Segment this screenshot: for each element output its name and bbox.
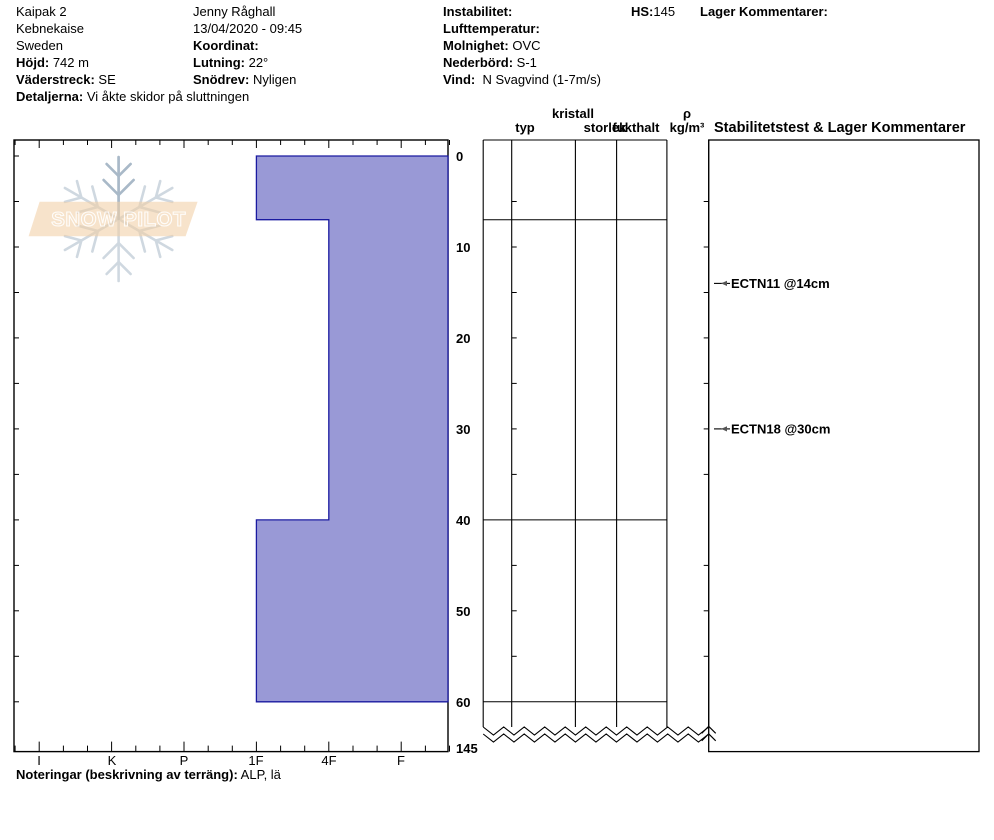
svg-text:P: P [180,753,189,768]
svg-text:30: 30 [456,422,470,437]
svg-text:kristall: kristall [552,106,594,121]
svg-text:kg/m³: kg/m³ [670,120,705,135]
svg-text:fukthalt: fukthalt [613,120,661,135]
svg-text:10: 10 [456,240,470,255]
svg-text:50: 50 [456,604,470,619]
svg-text:1F: 1F [248,753,263,768]
svg-text:I: I [37,753,41,768]
svg-text:145: 145 [456,741,478,756]
svg-text:typ: typ [515,120,535,135]
svg-text:Stabilitetstest & Lager Kommen: Stabilitetstest & Lager Kommentarer [714,120,966,136]
svg-text:SNOW PILOT: SNOW PILOT [51,208,186,231]
svg-text:4F: 4F [321,753,336,768]
svg-text:ρ: ρ [683,106,691,121]
svg-text:20: 20 [456,331,470,346]
svg-text:60: 60 [456,695,470,710]
svg-text:ECTN11 @14cm: ECTN11 @14cm [731,276,830,291]
svg-text:0: 0 [456,149,463,164]
svg-text:40: 40 [456,513,470,528]
svg-text:K: K [108,753,117,768]
svg-text:ECTN18 @30cm: ECTN18 @30cm [731,422,830,437]
svg-text:F: F [397,753,405,768]
